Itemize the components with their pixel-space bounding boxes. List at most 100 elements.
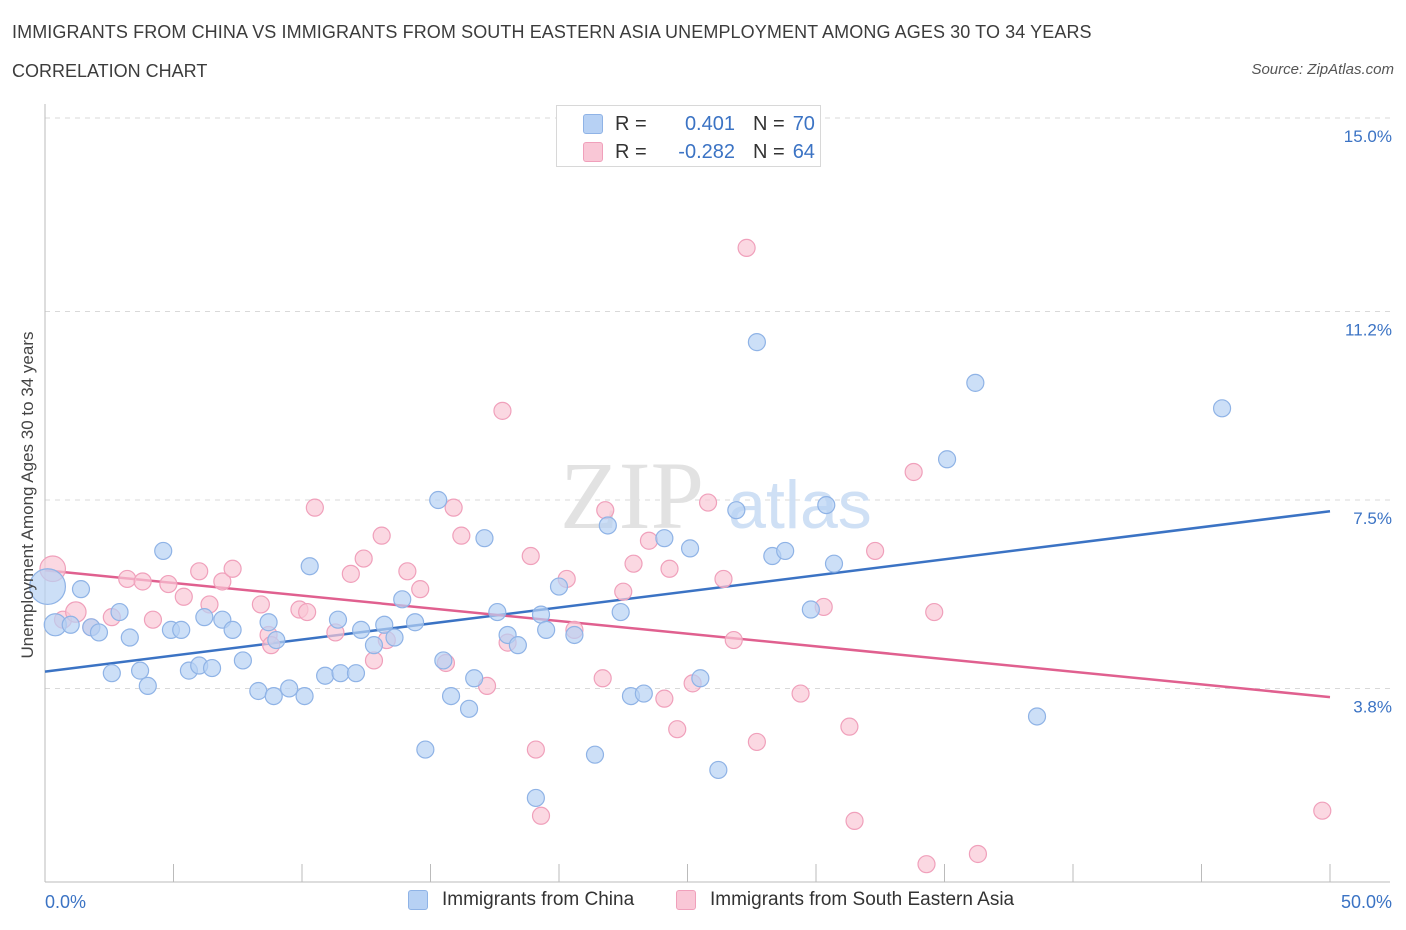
sea-point — [341, 564, 360, 583]
china-point — [61, 615, 80, 634]
china-point — [300, 557, 319, 576]
china-point — [801, 600, 820, 619]
sea-point — [223, 559, 242, 578]
china-point — [459, 699, 479, 718]
china-point — [441, 686, 461, 706]
china-point — [937, 450, 957, 469]
sea-point — [791, 684, 810, 703]
china-point — [138, 676, 157, 696]
y-tick-label: 3.8% — [1353, 697, 1392, 716]
sea-point — [143, 610, 163, 629]
sea-point — [866, 541, 885, 561]
china-point — [416, 740, 435, 759]
sea-point — [354, 549, 373, 568]
china-point — [585, 745, 605, 764]
china-point — [817, 495, 836, 515]
sea-point — [614, 582, 633, 601]
r-value-sea: -0.282 — [678, 140, 735, 163]
china-point — [364, 636, 384, 655]
china-point — [531, 605, 551, 624]
sea-point — [174, 587, 193, 606]
china-point — [488, 602, 507, 622]
sea-point — [917, 855, 936, 874]
china-point — [1212, 399, 1232, 418]
sea-point — [526, 740, 545, 759]
china-point — [195, 608, 214, 627]
sea-point — [531, 806, 551, 825]
china-point — [508, 636, 527, 655]
n-label: N = — [753, 140, 785, 163]
tick-labels: 3.8% 7.5% 11.2% 15.0% 0.0% 50.0% — [45, 127, 1392, 912]
trend-lines — [44, 509, 1331, 699]
sea-point — [737, 238, 756, 257]
sea-point — [493, 401, 512, 420]
china-trend-line — [44, 509, 1331, 673]
sea-point — [714, 569, 733, 589]
sea-point — [452, 526, 471, 545]
sea-point — [747, 732, 766, 752]
sea-point — [305, 498, 324, 517]
sea-point — [724, 630, 743, 650]
sea-point — [968, 844, 988, 864]
sea-point — [655, 689, 674, 708]
china-legend-label: Immigrants from China — [442, 889, 635, 910]
china-point — [110, 602, 129, 622]
sea-point — [668, 720, 687, 739]
zipatlas-watermark: ZIP atlas — [560, 442, 872, 549]
sea-point — [840, 717, 859, 736]
china-point — [172, 620, 191, 639]
sea-point — [1313, 801, 1332, 820]
watermark-zip: ZIP — [560, 442, 704, 549]
sea-swatch — [583, 142, 603, 162]
china-point — [352, 620, 371, 639]
china-point — [611, 602, 630, 622]
sea-point — [118, 569, 137, 589]
sea-point — [593, 669, 612, 688]
n-label: N = — [753, 112, 785, 135]
sea-point — [925, 602, 944, 622]
china-point — [429, 490, 448, 510]
sea-point — [596, 501, 615, 520]
china-point — [824, 554, 844, 573]
y-tick-label: 7.5% — [1353, 509, 1392, 528]
china-swatch — [583, 114, 603, 134]
china-point — [776, 541, 795, 561]
china-point — [549, 577, 569, 596]
china-point — [29, 568, 67, 606]
chart-title: IMMIGRANTS FROM CHINA VS IMMIGRANTS FROM… — [12, 22, 1092, 42]
china-point — [375, 615, 394, 634]
sea-point — [444, 498, 463, 517]
china-point — [223, 620, 242, 639]
china-point — [691, 669, 710, 688]
china-point — [393, 590, 412, 609]
sea-point — [398, 562, 417, 581]
china-point — [89, 623, 109, 642]
sea-legend-swatch — [676, 890, 696, 910]
china-point — [709, 760, 728, 780]
china-point — [537, 620, 556, 639]
china-point — [130, 661, 150, 680]
china-point — [267, 630, 286, 650]
china-legend-swatch — [408, 890, 428, 910]
china-point — [154, 541, 173, 561]
china-point — [331, 664, 350, 683]
y-axis-label: Unemployment Among Ages 30 to 34 years — [18, 331, 37, 659]
sea-point — [190, 562, 209, 581]
sea-point — [159, 574, 178, 594]
china-point — [280, 679, 299, 698]
china-point — [1027, 707, 1047, 726]
legend-item-china[interactable]: Immigrants from China — [408, 889, 634, 911]
legend-row-china: R = 0.401 N = 70 — [583, 112, 815, 136]
chart-subtitle: CORRELATION CHART — [12, 61, 208, 81]
sea-point — [213, 572, 232, 591]
china-point — [727, 501, 746, 520]
china-point — [102, 664, 121, 683]
china-point — [71, 580, 91, 599]
legend-item-sea[interactable]: Immigrants from South Eastern Asia — [676, 889, 1014, 911]
sea-legend-label: Immigrants from South Eastern Asia — [710, 889, 1015, 910]
china-point — [233, 651, 252, 670]
china-point — [434, 651, 453, 670]
china-point — [465, 669, 484, 688]
china-point — [264, 686, 283, 706]
